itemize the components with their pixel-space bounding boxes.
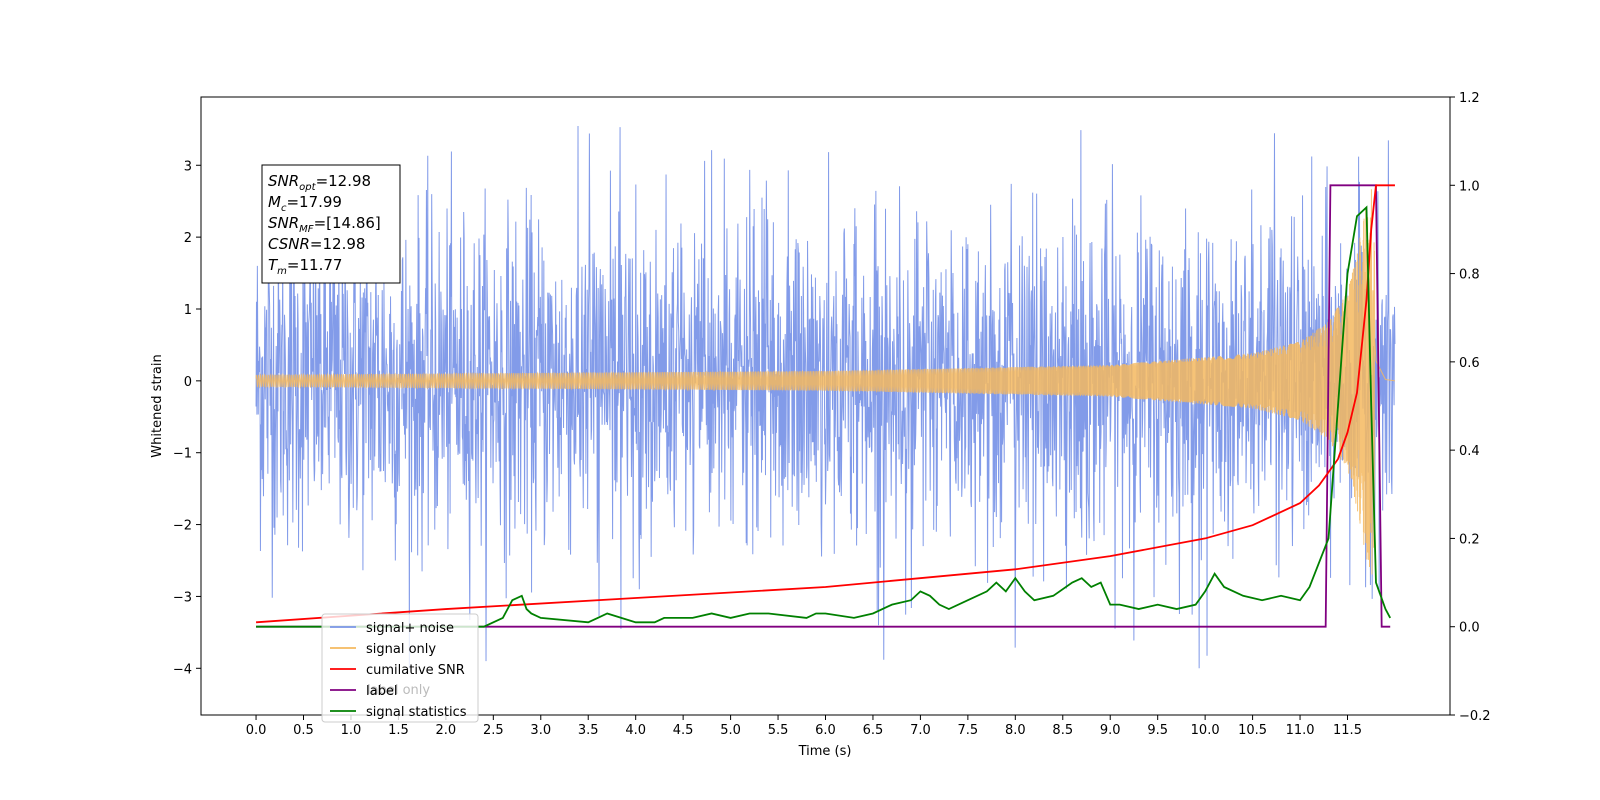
y2-tick-label: 0.8 [1459,268,1480,283]
legend-label-cumilative-snr: cumilative SNR [366,663,465,678]
line-signal-only [255,189,1396,575]
line-signal-statistics [256,205,1392,628]
x-tick-label: 2.5 [483,723,504,738]
y-axis-ticks: −4 −3 −2 −1 0 1 2 3 [173,159,201,677]
y-tick-label: 0 [184,375,192,390]
x-tick-label: 10.5 [1238,723,1267,738]
y2-tick-label: 1.0 [1459,179,1480,194]
y-tick-label: 2 [184,231,192,246]
y2-tick-label: 0.6 [1459,356,1480,371]
y-axis-label: Whitened strain [150,354,165,457]
x-axis-label: Time (s) [798,744,852,759]
line-label [256,184,1391,628]
x-tick-label: 4.0 [625,723,646,738]
y2-tick-label: 1.2 [1459,91,1480,106]
legend-label-signal-only: signal only [366,642,436,657]
y-tick-label: −1 [173,447,192,462]
x-tick-label: 7.0 [910,723,931,738]
x-tick-label: 8.0 [1005,723,1026,738]
x-tick-label: 5.5 [768,723,789,738]
y2-tick-label: 0.2 [1459,532,1480,547]
x-tick-label: 9.5 [1147,723,1168,738]
legend-obscured-label: label only [367,683,430,698]
y-tick-label: 3 [184,159,192,174]
y2-tick-label: 0.4 [1459,444,1480,459]
legend-label-signal-noise: signal+ noise [366,621,454,636]
x-tick-label: 8.5 [1052,723,1073,738]
annotation-box: SNRopt=12.98Mc=17.99SNRMF=[14.86]CSNR=12… [261,164,401,284]
x-tick-label: 10.0 [1191,723,1220,738]
x-tick-label: 0.0 [246,723,267,738]
series-signal-plus-noise [255,125,1396,669]
x-tick-label: 7.5 [958,723,979,738]
x-tick-label: 6.0 [815,723,836,738]
x-tick-label: 1.5 [388,723,409,738]
x-tick-label: 6.5 [863,723,884,738]
x-tick-label: 9.0 [1100,723,1121,738]
x-axis-ticks: 0.0 0.5 1.0 1.5 2.0 2.5 3.0 3.5 4.0 4.5 5.0 5.5 6.0 6… [246,715,1362,738]
annotation-line: SNRopt=12.98 [268,172,371,193]
x-tick-label: 11.0 [1286,723,1315,738]
x-tick-label: 11.5 [1333,723,1362,738]
x-tick-label: 2.0 [436,723,457,738]
annotation-line: SNRMF=[14.86] [268,214,381,235]
y2-tick-label: 0.0 [1459,621,1480,636]
y-tick-label: −4 [173,662,192,677]
y2-tick-label: −0.2 [1459,709,1491,724]
annotation-line: CSNR=12.98 [268,235,365,253]
legend-label-label: label [366,684,397,699]
legend-label-signal-statistics: signal statistics [366,705,467,720]
annotation-line: Tm=11.77 [268,256,342,277]
x-tick-label: 1.0 [341,723,362,738]
series-signal-only [255,189,1396,575]
line-signal-plus-noise [255,125,1396,669]
annotation-line: Mc=17.99 [268,193,342,214]
x-tick-label: 3.0 [530,723,551,738]
legend: label only signal+ noise signal only cumila… [321,613,479,723]
x-tick-label: 3.5 [578,723,599,738]
y-tick-label: −3 [173,590,192,605]
y-tick-label: −2 [173,519,192,534]
y2-axis-ticks: −0.2 0.0 0.2 0.4 0.6 0.8 1.0 1.2 [1450,91,1491,724]
y-tick-label: 1 [184,303,192,318]
x-tick-label: 5.0 [720,723,741,738]
series-lines [255,184,1395,628]
x-tick-label: 4.5 [673,723,694,738]
x-tick-label: 0.5 [293,723,314,738]
